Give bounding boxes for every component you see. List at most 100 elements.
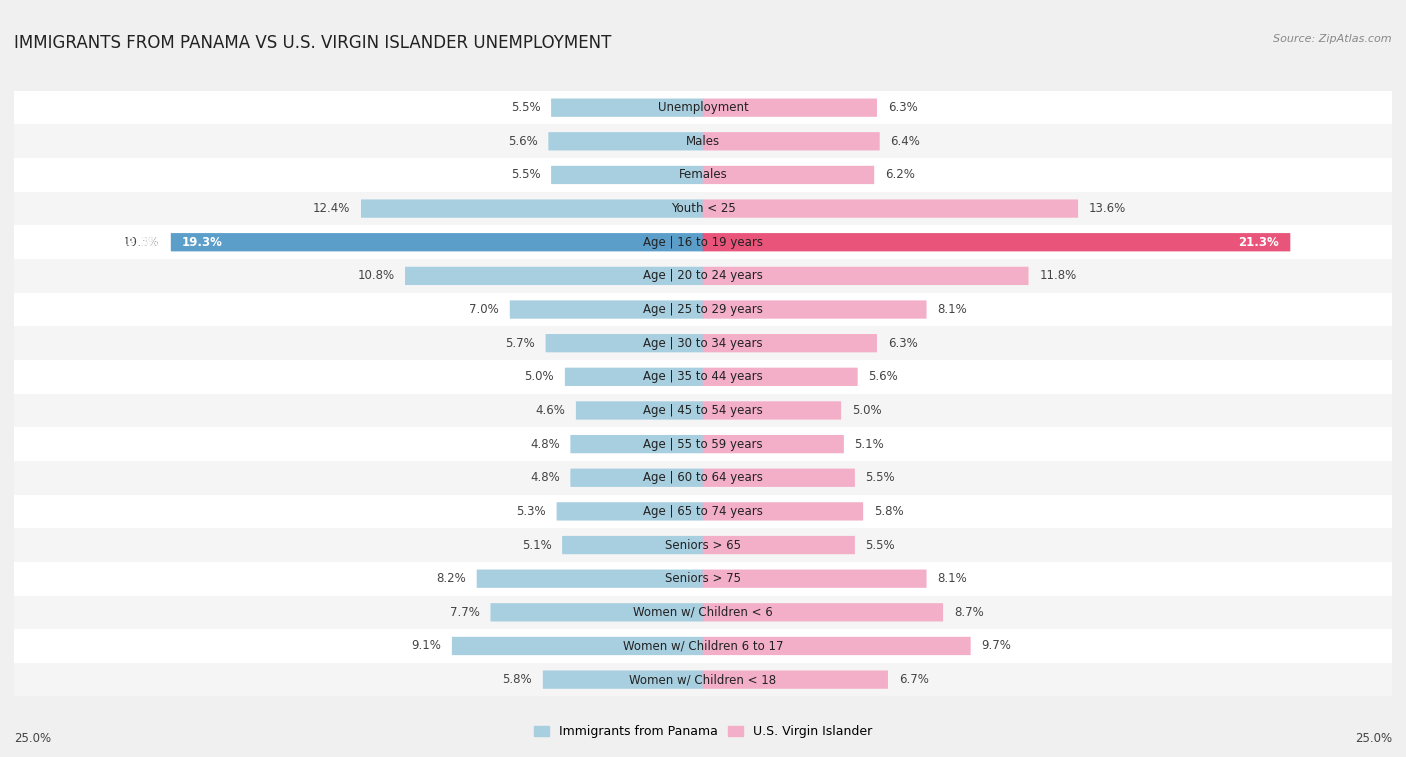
Text: 25.0%: 25.0% [1355,731,1392,745]
Text: Youth < 25: Youth < 25 [671,202,735,215]
FancyBboxPatch shape [703,536,855,554]
Text: Women w/ Children < 18: Women w/ Children < 18 [630,673,776,686]
FancyBboxPatch shape [703,334,877,352]
Text: 5.5%: 5.5% [866,472,896,484]
Bar [14,562,1392,596]
FancyBboxPatch shape [703,569,927,588]
Text: 25.0%: 25.0% [14,731,51,745]
Text: 10.8%: 10.8% [357,269,394,282]
Text: 5.0%: 5.0% [524,370,554,383]
FancyBboxPatch shape [571,435,703,453]
FancyBboxPatch shape [477,569,703,588]
Text: Age | 16 to 19 years: Age | 16 to 19 years [643,235,763,249]
Text: 19.3%: 19.3% [122,235,160,249]
FancyBboxPatch shape [703,301,927,319]
Text: 5.5%: 5.5% [866,538,896,552]
FancyBboxPatch shape [562,536,703,554]
Bar [14,192,1392,226]
Text: 19.3%: 19.3% [120,235,160,249]
Text: 5.5%: 5.5% [510,169,540,182]
Bar [14,226,1392,259]
FancyBboxPatch shape [703,368,858,386]
Text: Age | 45 to 54 years: Age | 45 to 54 years [643,404,763,417]
Text: Age | 25 to 29 years: Age | 25 to 29 years [643,303,763,316]
FancyBboxPatch shape [703,98,877,117]
Text: 4.8%: 4.8% [530,438,560,450]
FancyBboxPatch shape [703,603,943,621]
FancyBboxPatch shape [703,671,889,689]
FancyBboxPatch shape [703,401,841,419]
Text: Unemployment: Unemployment [658,101,748,114]
Text: Age | 20 to 24 years: Age | 20 to 24 years [643,269,763,282]
Text: IMMIGRANTS FROM PANAMA VS U.S. VIRGIN ISLANDER UNEMPLOYMENT: IMMIGRANTS FROM PANAMA VS U.S. VIRGIN IS… [14,34,612,52]
Text: 8.7%: 8.7% [953,606,984,618]
Bar [14,394,1392,427]
FancyBboxPatch shape [491,603,703,621]
FancyBboxPatch shape [551,166,703,184]
Text: 5.3%: 5.3% [516,505,546,518]
Text: 7.7%: 7.7% [450,606,479,618]
Text: 13.6%: 13.6% [1088,202,1126,215]
Bar [14,494,1392,528]
Text: Seniors > 75: Seniors > 75 [665,572,741,585]
Text: 8.1%: 8.1% [938,303,967,316]
Text: 5.6%: 5.6% [869,370,898,383]
FancyBboxPatch shape [546,334,703,352]
FancyBboxPatch shape [543,671,703,689]
Text: Source: ZipAtlas.com: Source: ZipAtlas.com [1274,34,1392,44]
Text: 21.3%: 21.3% [1301,235,1341,249]
Text: 8.1%: 8.1% [938,572,967,585]
Text: 4.8%: 4.8% [530,472,560,484]
Text: 19.3%: 19.3% [183,235,224,249]
FancyBboxPatch shape [576,401,703,419]
FancyBboxPatch shape [361,199,703,218]
FancyBboxPatch shape [703,233,1291,251]
Legend: Immigrants from Panama, U.S. Virgin Islander: Immigrants from Panama, U.S. Virgin Isla… [529,720,877,743]
FancyBboxPatch shape [703,266,1029,285]
Text: 5.1%: 5.1% [855,438,884,450]
Text: Age | 35 to 44 years: Age | 35 to 44 years [643,370,763,383]
Text: Males: Males [686,135,720,148]
Text: 5.8%: 5.8% [875,505,904,518]
Text: Females: Females [679,169,727,182]
Text: Age | 30 to 34 years: Age | 30 to 34 years [643,337,763,350]
Text: 5.6%: 5.6% [508,135,537,148]
FancyBboxPatch shape [703,199,1078,218]
Text: 9.7%: 9.7% [981,640,1011,653]
Text: 6.2%: 6.2% [884,169,915,182]
Text: 6.3%: 6.3% [887,337,917,350]
FancyBboxPatch shape [703,469,855,487]
FancyBboxPatch shape [170,233,703,251]
Bar [14,91,1392,124]
Text: 12.4%: 12.4% [314,202,350,215]
Text: 8.2%: 8.2% [436,572,465,585]
FancyBboxPatch shape [548,132,703,151]
FancyBboxPatch shape [451,637,703,655]
Text: 5.7%: 5.7% [505,337,534,350]
FancyBboxPatch shape [703,166,875,184]
Text: 4.6%: 4.6% [536,404,565,417]
Bar [14,629,1392,663]
Text: 5.5%: 5.5% [510,101,540,114]
Text: 21.3%: 21.3% [1239,235,1279,249]
Bar [14,596,1392,629]
Bar [14,663,1392,696]
FancyBboxPatch shape [565,368,703,386]
Text: 11.8%: 11.8% [1039,269,1077,282]
Bar [14,158,1392,192]
FancyBboxPatch shape [551,98,703,117]
FancyBboxPatch shape [703,435,844,453]
Text: Age | 60 to 64 years: Age | 60 to 64 years [643,472,763,484]
Text: 5.8%: 5.8% [502,673,531,686]
Bar [14,326,1392,360]
FancyBboxPatch shape [557,502,703,521]
Text: 5.1%: 5.1% [522,538,551,552]
Text: Age | 55 to 59 years: Age | 55 to 59 years [643,438,763,450]
FancyBboxPatch shape [405,266,703,285]
Text: 6.7%: 6.7% [898,673,928,686]
FancyBboxPatch shape [571,469,703,487]
Bar [14,528,1392,562]
Bar [14,293,1392,326]
Bar [14,124,1392,158]
Text: 5.0%: 5.0% [852,404,882,417]
